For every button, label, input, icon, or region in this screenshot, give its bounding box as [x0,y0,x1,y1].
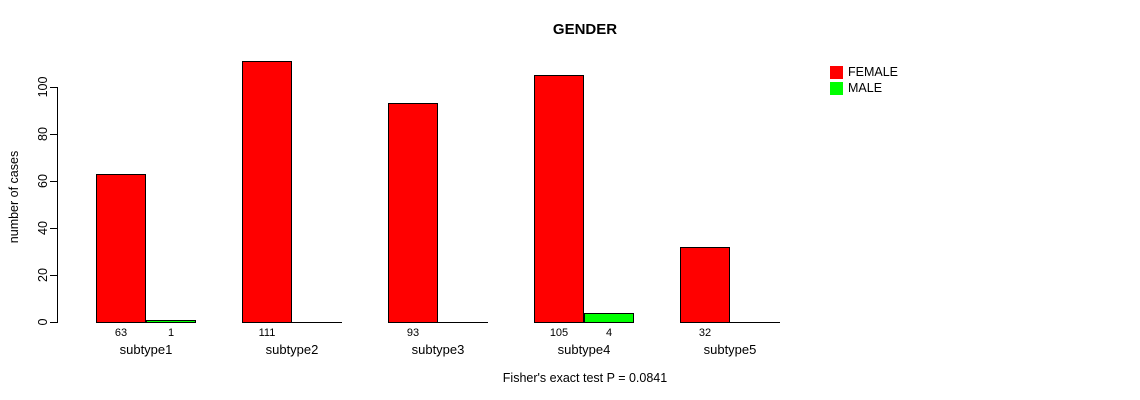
y-axis-title: number of cases [7,150,21,244]
y-axis-tick [50,134,57,135]
category-label-subtype2: subtype2 [265,342,319,357]
bar-female-subtype2 [242,61,292,323]
y-axis-tick-label: 100 [36,76,50,98]
y-axis-tick [50,322,57,323]
bar-value-male-subtype4: 4 [605,327,613,339]
baseline-segment-subtype2 [292,322,342,323]
baseline-segment-subtype3 [438,322,488,323]
y-axis-tick-label: 20 [36,268,50,282]
y-axis-tick [50,228,57,229]
legend-label-female: FEMALE [848,65,899,79]
y-axis-tick-label: 40 [36,221,50,235]
bar-value-male-subtype1: 1 [167,327,175,339]
bar-value-female-subtype1: 63 [114,327,128,339]
bar-male-subtype1 [146,320,196,323]
y-axis-tick-label: 0 [36,318,50,326]
bar-female-subtype4 [534,75,584,323]
bar-value-female-subtype4: 105 [549,327,569,339]
bar-male-subtype4 [584,313,634,323]
y-axis-tick-label: 80 [36,127,50,141]
category-label-subtype5: subtype5 [703,342,757,357]
bar-value-female-subtype2: 111 [258,327,276,339]
bar-female-subtype1 [96,174,146,323]
bar-value-female-subtype5: 32 [698,327,712,339]
y-axis-tick [50,275,57,276]
y-axis-tick [50,87,57,88]
category-label-subtype4: subtype4 [557,342,611,357]
legend: FEMALE MALE [830,65,898,97]
y-axis-line [57,87,58,323]
bar-female-subtype3 [388,103,438,323]
baseline-segment-subtype5 [730,322,780,323]
legend-label-male: MALE [848,81,883,95]
male-swatch-icon [830,82,843,95]
chart-title: GENDER [552,21,618,38]
y-axis-tick-label: 60 [36,174,50,188]
category-label-subtype3: subtype3 [411,342,465,357]
bar-female-subtype5 [680,247,730,323]
legend-item-male: MALE [830,81,898,96]
y-axis-tick [50,181,57,182]
legend-item-female: FEMALE [830,65,898,80]
stat-test-annotation: Fisher's exact test P = 0.0841 [502,371,668,385]
bar-value-female-subtype3: 93 [406,327,420,339]
female-swatch-icon [830,66,843,79]
category-label-subtype1: subtype1 [119,342,173,357]
